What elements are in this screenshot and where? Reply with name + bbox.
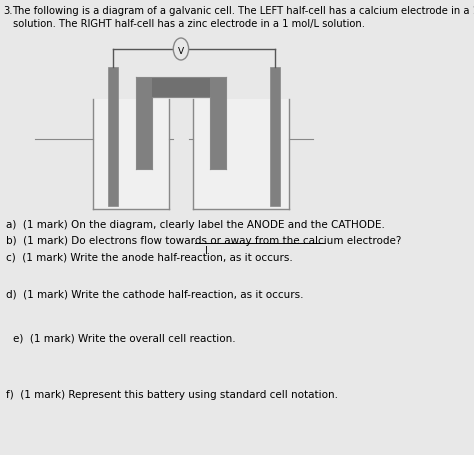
Text: The following is a diagram of a galvanic cell. The LEFT half-cell has a calcium : The following is a diagram of a galvanic… [12,6,474,29]
Text: c)  (1 mark) Write the anode half-reaction, as it occurs.: c) (1 mark) Write the anode half-reactio… [6,252,292,262]
Bar [270,68,280,207]
Bar [210,78,226,170]
Bar [92,100,169,210]
Bar [136,78,152,170]
Text: I: I [205,245,208,255]
Bar [108,68,118,207]
Text: d)  (1 mark) Write the cathode half-reaction, as it occurs.: d) (1 mark) Write the cathode half-react… [6,289,303,299]
Text: b)  (1 mark) Do electrons flow towards or away from the calcium electrode?: b) (1 mark) Do electrons flow towards or… [6,236,401,245]
Text: e)  (1 mark) Write the overall cell reaction.: e) (1 mark) Write the overall cell react… [12,333,235,343]
Bar [136,78,226,98]
Bar [193,100,289,210]
Text: V: V [178,46,184,56]
Circle shape [173,39,189,61]
Text: 3.: 3. [3,6,13,16]
Text: f)  (1 mark) Represent this battery using standard cell notation.: f) (1 mark) Represent this battery using… [6,389,337,399]
Text: a)  (1 mark) On the diagram, clearly label the ANODE and the CATHODE.: a) (1 mark) On the diagram, clearly labe… [6,219,384,229]
